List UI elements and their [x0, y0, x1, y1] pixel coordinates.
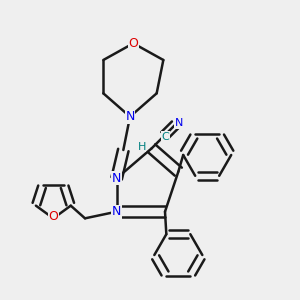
Text: N: N: [112, 205, 122, 218]
Text: O: O: [48, 210, 58, 223]
Text: C: C: [162, 132, 170, 142]
Text: N: N: [125, 110, 135, 123]
Text: N: N: [175, 118, 183, 128]
Text: O: O: [128, 37, 138, 50]
Text: N: N: [112, 172, 122, 185]
Text: H: H: [137, 142, 146, 152]
